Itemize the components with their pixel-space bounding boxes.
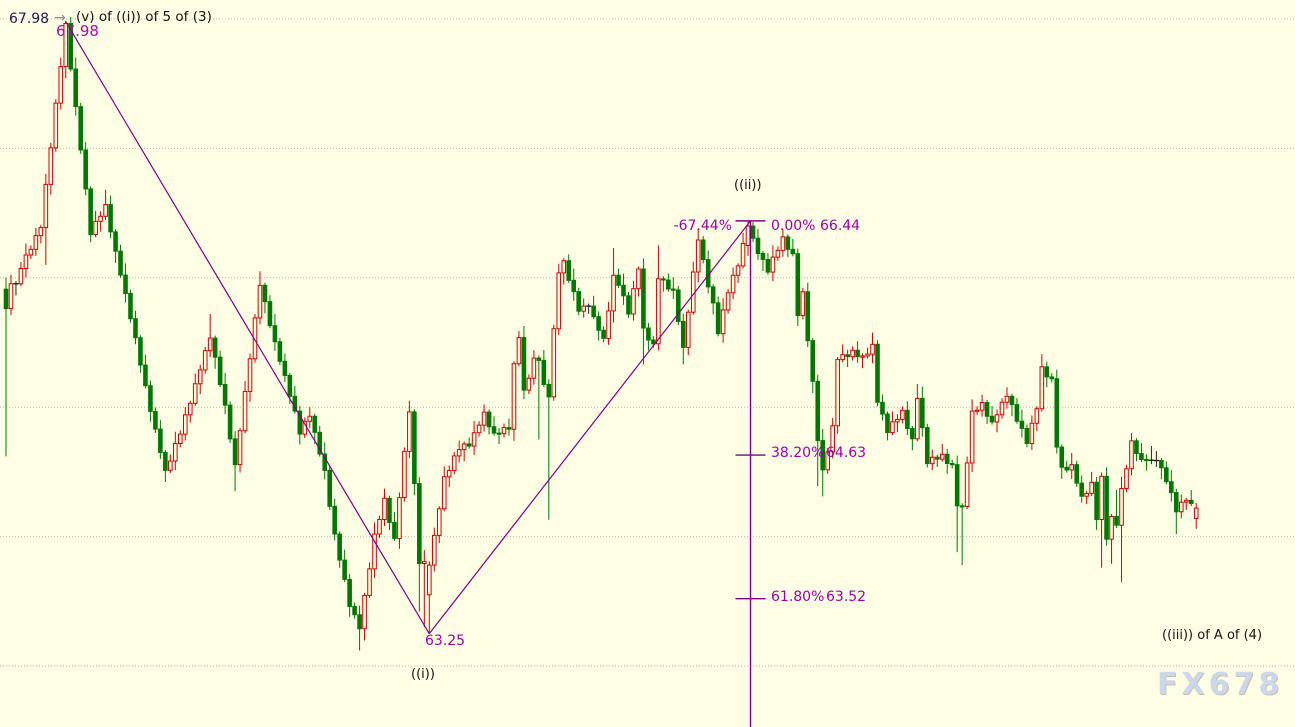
- fib-0-pct-label: 0.00%: [771, 218, 816, 234]
- wave-i-label: ((i)): [411, 667, 435, 682]
- wave-ii-label: ((ii)): [734, 178, 762, 193]
- fibonacci-tool: [735, 220, 766, 727]
- fib-382-pct-label: 38.20%: [771, 445, 825, 461]
- candles: [3, 16, 1199, 651]
- elliott-wave-lines: [65, 21, 751, 635]
- fx678-watermark: FX678: [1157, 667, 1284, 702]
- fib-382-price-label: 64.63: [826, 445, 867, 461]
- fib-origin-pct-label: -67.44%: [673, 218, 732, 234]
- fib-618-price-label: 63.52: [826, 589, 867, 605]
- bottom-price-label: 63.25: [425, 633, 466, 649]
- wave-iii-label: ((iii)) of A of (4): [1162, 628, 1263, 643]
- gridlines: [0, 18, 1295, 667]
- fib-0-price-label: 66.44: [820, 218, 861, 234]
- arrow-right-icon: →: [54, 10, 66, 26]
- fib-618-pct-label: 61.80%: [771, 589, 825, 605]
- wave-v-label: (v) of ((i)) of 5 of (3): [76, 9, 212, 25]
- peak-price-purple-label: 67.98: [56, 22, 99, 40]
- peak-price-axis-label: 67.98: [9, 11, 50, 27]
